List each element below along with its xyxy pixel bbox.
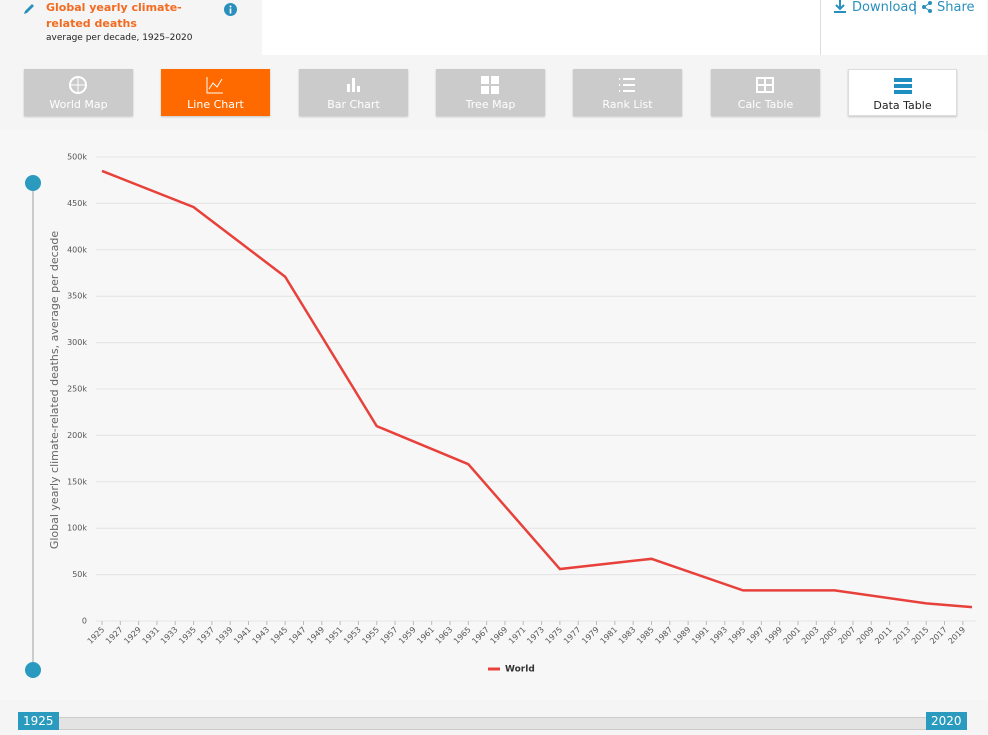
y-tick-label: 250k <box>67 385 87 394</box>
slider-end[interactable]: 2020 <box>926 712 967 730</box>
tab-world-map[interactable]: World Map <box>24 69 133 116</box>
tab-label: Rank List <box>602 98 653 111</box>
tab-label: Line Chart <box>187 98 244 111</box>
tab-tree-map[interactable]: Tree Map <box>436 69 545 116</box>
y-tick-label: 200k <box>67 431 87 440</box>
tab-icon <box>69 76 87 94</box>
header-left: Global yearly climate-related deaths ave… <box>0 0 262 55</box>
y-tick-label: 500k <box>67 153 87 162</box>
subtitle: average per decade, 1925–2020 <box>46 33 193 43</box>
share-icon[interactable] <box>921 1 933 13</box>
tab-icon <box>894 78 912 94</box>
y-tick-label: 450k <box>67 199 87 208</box>
time-slider[interactable] <box>18 717 965 730</box>
tab-data-table[interactable]: Data Table <box>848 69 957 116</box>
y-tick-label: 50k <box>72 570 87 579</box>
share-link[interactable]: Share <box>937 0 975 15</box>
tab-icon <box>619 78 635 92</box>
range-handle[interactable] <box>25 662 41 678</box>
tab-icon <box>481 76 499 94</box>
tab-icon <box>756 77 774 93</box>
tab-line-chart[interactable]: Line Chart <box>161 69 270 116</box>
tab-label: Data Table <box>873 99 932 112</box>
y-axis-label: Global yearly climate-related deaths, av… <box>48 231 61 550</box>
y-tick-label: 400k <box>67 245 87 254</box>
y-tick-label: 350k <box>67 292 87 301</box>
data-line <box>101 169 973 609</box>
info-icon[interactable] <box>224 3 237 16</box>
legend-label: World <box>505 665 535 675</box>
y-tick-label: 0 <box>82 617 87 626</box>
range-handle[interactable] <box>25 175 41 191</box>
download-icon[interactable] <box>833 0 847 13</box>
y-tick-label: 100k <box>67 524 87 533</box>
title: Global yearly climate-related deaths <box>46 1 182 30</box>
tab-calc-table[interactable]: Calc Table <box>711 69 820 116</box>
tab-label: Calc Table <box>737 98 794 111</box>
tab-rank-list[interactable]: Rank List <box>573 69 682 116</box>
y-tick-label: 300k <box>67 338 87 347</box>
tab-label: World Map <box>49 98 108 111</box>
tab-label: Bar Chart <box>327 98 380 111</box>
chart: Global yearly climate-related deaths, av… <box>0 130 988 700</box>
header-middle <box>262 0 820 55</box>
y-tick-label: 150k <box>67 477 87 486</box>
edit-icon[interactable] <box>22 2 36 16</box>
tab-bar-chart[interactable]: Bar Chart <box>299 69 408 116</box>
tab-icon <box>206 77 223 94</box>
separator: | <box>913 0 918 15</box>
tab-icon <box>347 78 360 92</box>
header-right: Download | Share <box>820 0 987 55</box>
download-link[interactable]: Download <box>852 0 917 15</box>
chart-background <box>0 130 988 700</box>
slider-start[interactable]: 1925 <box>18 712 59 730</box>
tab-label: Tree Map <box>465 98 516 111</box>
